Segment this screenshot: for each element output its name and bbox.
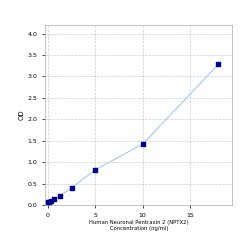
Point bbox=[58, 194, 62, 198]
Point bbox=[47, 200, 51, 203]
Point bbox=[70, 186, 73, 190]
Point bbox=[46, 200, 50, 204]
Point bbox=[52, 197, 56, 201]
Point bbox=[216, 62, 220, 66]
Y-axis label: OD: OD bbox=[19, 110, 25, 120]
Point bbox=[49, 198, 53, 202]
X-axis label: Human Neuronal Pentraxin 2 (NPTX2)
Concentration (ng/ml): Human Neuronal Pentraxin 2 (NPTX2) Conce… bbox=[89, 220, 188, 231]
Point bbox=[93, 168, 97, 172]
Point bbox=[140, 142, 144, 146]
